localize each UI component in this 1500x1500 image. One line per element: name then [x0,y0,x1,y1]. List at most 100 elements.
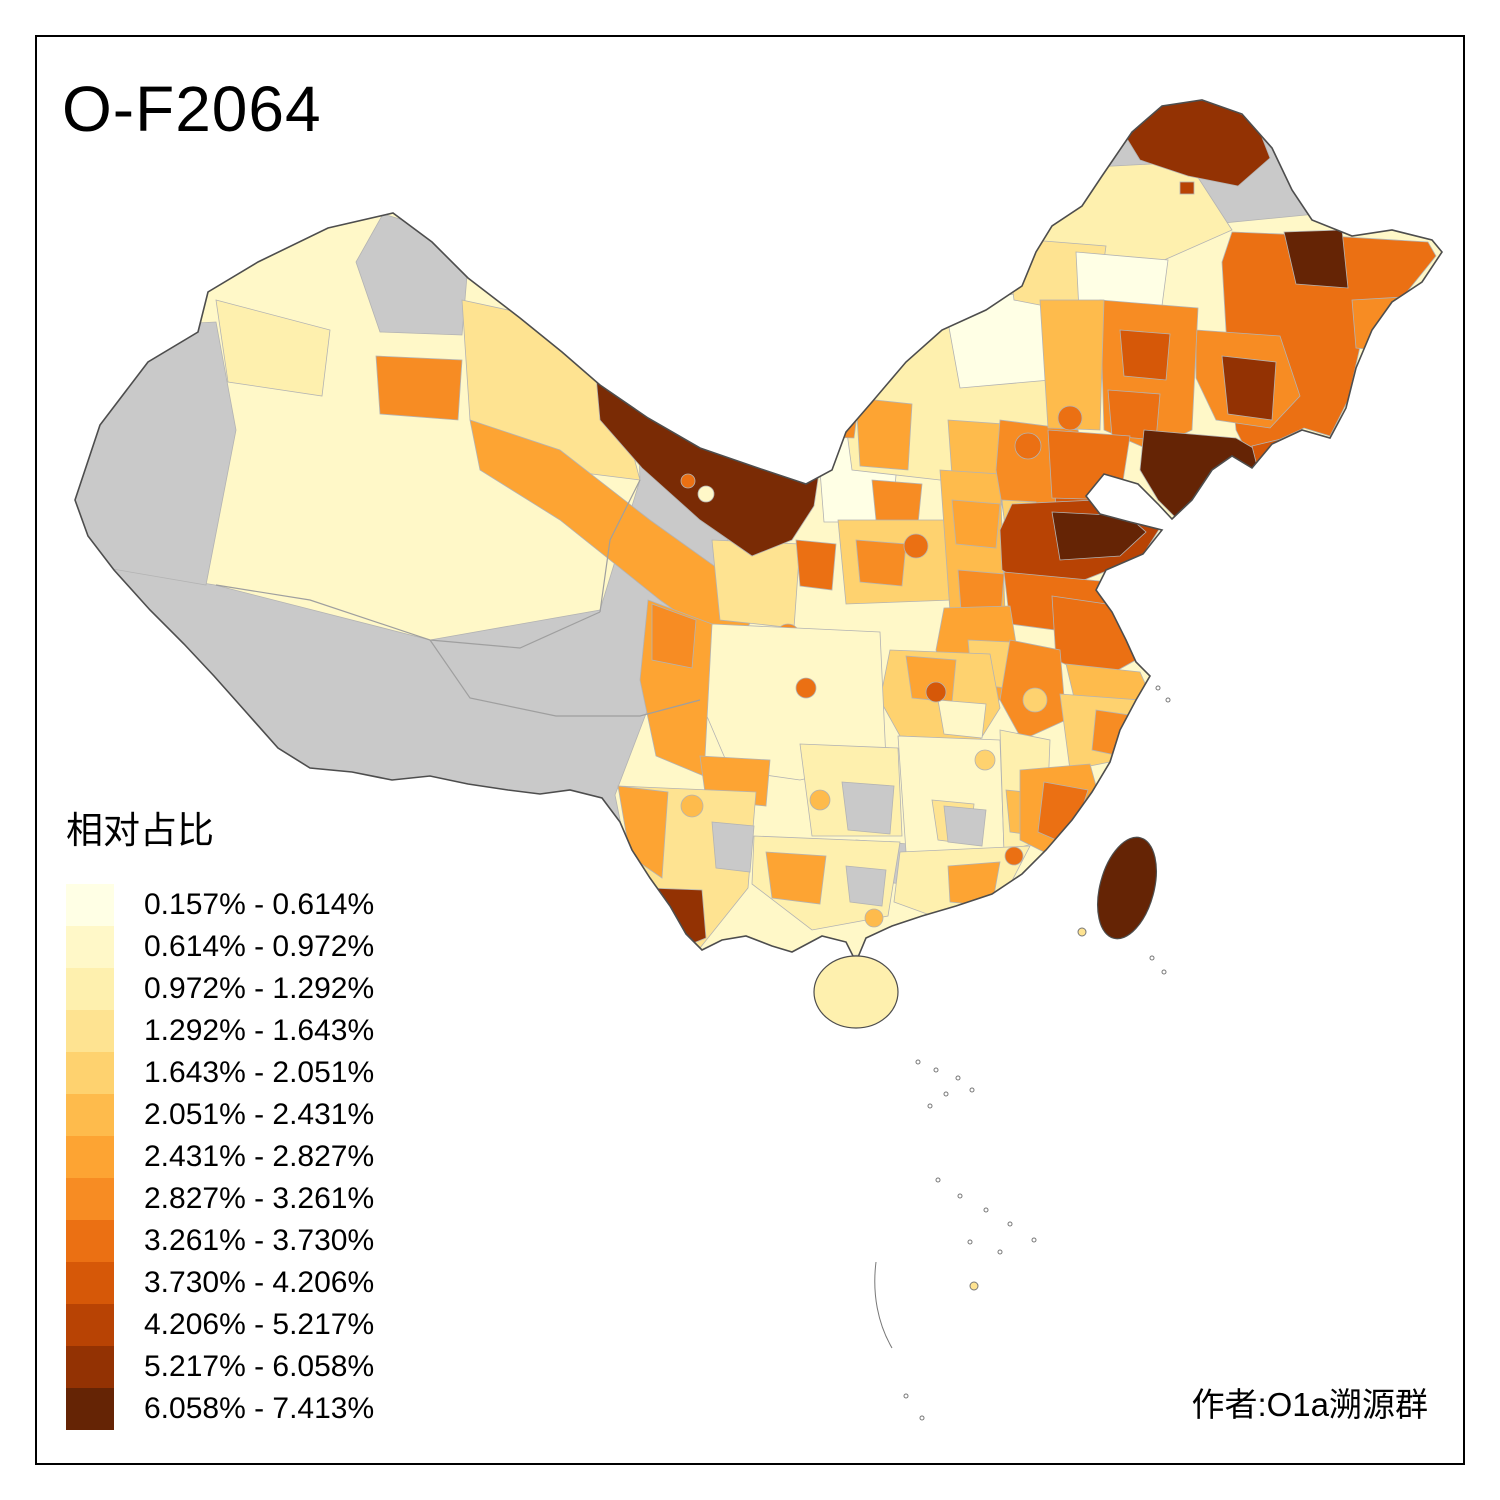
border-tibet-qinghai [429,639,701,717]
region-chifeng [1039,299,1105,431]
legend-item: 1.643% - 2.051% [66,1052,374,1094]
legend: 相对占比 0.157% - 0.614% 0.614% - 0.972% 0.972… [66,800,374,1430]
island-arc [874,1261,893,1349]
region-chongqing-spot [925,681,947,703]
island-yellow-dot [969,1281,979,1291]
legend-swatch [66,1220,114,1262]
legend-label: 4.206% - 5.217% [144,1308,375,1341]
island-dot [955,1075,961,1081]
legend-label: 1.643% - 2.051% [144,1056,375,1089]
legend-label: 1.292% - 1.643% [144,1014,375,1047]
region-guangxi-coast-spot [864,908,884,928]
region-guizhou-nodata-1 [841,781,895,835]
legend-swatch [66,1052,114,1094]
region-chifeng-spot [1057,405,1083,431]
legend-item: 5.217% - 6.058% [66,1346,374,1388]
legend-label: 2.827% - 3.261% [144,1182,375,1215]
region-hainan [813,955,899,1029]
region-heilongjiang-dark [1283,229,1349,289]
legend-item: 3.261% - 3.730% [66,1220,374,1262]
legend-item: 6.058% - 7.413% [66,1388,374,1430]
island-dot [1155,685,1161,691]
region-yunnan-west-orange [617,785,669,879]
legend-label: 6.058% - 7.413% [144,1392,375,1425]
legend-swatch [66,1346,114,1388]
island-dot [943,1091,949,1097]
legend-swatch [66,1262,114,1304]
legend-rows: 0.157% - 0.614% 0.614% - 0.972% 0.972% - 1… [66,884,374,1430]
region-chengdu-spot [795,677,817,699]
legend-item: 2.431% - 2.827% [66,1136,374,1178]
island-dot [933,1067,939,1073]
region-sichuan-rim-dark [651,603,697,669]
legend-swatch [66,884,114,926]
region-ne-west-dark [1119,329,1171,381]
region-im-dark-orange-spot [680,473,696,489]
island-dot [915,1059,921,1065]
legend-item: 0.972% - 1.292% [66,968,374,1010]
legend-swatch [66,968,114,1010]
legend-item: 0.157% - 0.614% [66,884,374,926]
island-dot [1031,1237,1037,1243]
legend-label: 0.972% - 1.292% [144,972,375,1005]
region-shaanbei-spot [903,533,929,559]
legend-swatch [66,1010,114,1052]
island-dot [919,1415,925,1421]
island-dot [935,1177,941,1183]
region-im-border-white [943,291,1051,389]
island-dot [903,1393,909,1399]
legend-item: 2.827% - 3.261% [66,1178,374,1220]
china-outline [74,99,1443,964]
island-dot [1007,1221,1013,1227]
region-yunnan-nodata [711,821,755,873]
island-dot [1165,697,1171,703]
legend-swatch [66,1094,114,1136]
region-ne-red-spot [1179,181,1195,195]
region-chaoshan-spot [1004,846,1024,866]
border-qinghai-gansu [599,479,641,613]
legend-label: 5.217% - 6.058% [144,1350,375,1383]
region-beijing-spot [1014,432,1042,460]
legend-item: 1.292% - 1.643% [66,1010,374,1052]
legend-label: 2.051% - 2.431% [144,1098,375,1131]
region-chengde [1047,429,1131,501]
legend-label: 0.614% - 0.972% [144,930,375,963]
region-im-patch-orange-1 [855,397,913,471]
island-dot [957,1193,963,1199]
legend-label: 3.730% - 4.206% [144,1266,375,1299]
region-guangxi-nodata [845,865,887,907]
region-south-nodata [943,805,987,847]
legend-title: 相对占比 [66,810,214,851]
legend-label: 3.261% - 3.730% [144,1224,375,1257]
region-shanxi-patch-1 [951,499,1001,549]
legend-swatch [66,1388,114,1430]
region-ordos-orange [855,539,907,587]
island-dot [969,1087,975,1093]
legend-item: 3.730% - 4.206% [66,1262,374,1304]
legend-item: 0.614% - 0.972% [66,926,374,968]
region-anhui-cream [1022,687,1048,713]
region-im-patch-orange-3 [789,401,859,439]
region-hunan-spot [974,749,996,771]
region-xinjiang-central-orange [375,355,463,421]
region-guangxi-orange [765,851,827,905]
region-jilin-dark [1221,355,1277,421]
region-guizhou-orange [809,789,831,811]
legend-swatch [66,1136,114,1178]
legend-swatch [66,1304,114,1346]
region-xinjiang-west-pale [215,299,331,397]
island-dot [997,1249,1003,1255]
legend-swatch [66,926,114,968]
island-dot [967,1239,973,1245]
region-ningxia-orange [795,539,837,591]
legend-item: 4.206% - 5.217% [66,1304,374,1346]
island-dot [983,1207,989,1213]
region-hubei-cream [937,699,987,739]
island-dot [927,1103,933,1109]
region-im-dark-cream-spot [697,485,715,503]
island-dot [1149,955,1155,961]
island-dot [1161,969,1167,975]
legend-item: 2.051% - 2.431% [66,1094,374,1136]
